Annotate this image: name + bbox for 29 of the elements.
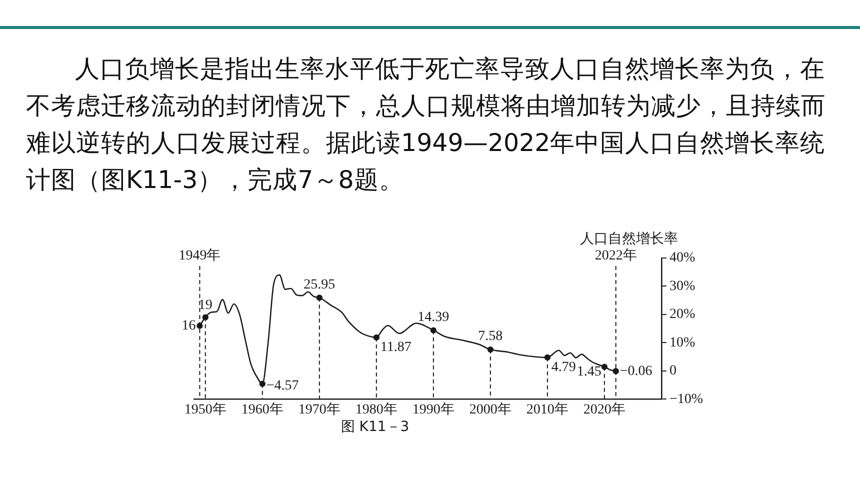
x-tick-label: 2000年 xyxy=(469,401,512,418)
data-label: 4.79 xyxy=(551,360,576,376)
x-tick-label: 2020年 xyxy=(583,401,626,418)
x-tick-label: 1960年 xyxy=(241,401,284,418)
y-tick-label: 20% xyxy=(669,307,696,322)
data-label: −4.57 xyxy=(266,378,299,394)
y-tick-label: 10% xyxy=(669,335,696,350)
ref-line-label: 1949年 xyxy=(178,248,221,264)
y-tick-label: 40% xyxy=(669,250,696,266)
chart-title: 人口负增长是指出生率水平低于死亡率导致人口自然增长率为负，在不考虑迁移流动的封闭情况下，总人口规模将由增加转为减少，且持续而难以逆转的人口发展过程。据此读1949—2022年中国人口自然增长率统计图（图K11-3），完成7～8题。 xyxy=(26,53,827,196)
x-tick-label: 1990年 xyxy=(412,401,454,418)
y-tick-label: 0 xyxy=(669,364,676,379)
data-label: 16 xyxy=(182,318,196,334)
data-label: 1.45 xyxy=(576,364,602,380)
ref-line-label: 2022年 xyxy=(594,248,637,264)
x-tick-label: 1980年 xyxy=(355,401,398,418)
data-label: 19 xyxy=(198,298,212,313)
caption: 图 K11－3 xyxy=(340,418,410,436)
y-axis-title: 人口自然增长率 xyxy=(580,230,679,248)
x-tick-label: 2010年 xyxy=(526,401,568,418)
x-tick-label: 1970年 xyxy=(298,401,340,418)
data-label: 25.95 xyxy=(304,277,336,292)
data-label: 14.39 xyxy=(418,310,450,325)
y-tick-label: 30% xyxy=(669,278,696,294)
data-label: −0.06 xyxy=(620,364,652,379)
y-tick-label: −10% xyxy=(669,392,704,407)
data-label: 7.58 xyxy=(478,329,503,344)
x-tick-label: 1950年 xyxy=(184,401,226,418)
data-label: 11.87 xyxy=(380,340,412,356)
